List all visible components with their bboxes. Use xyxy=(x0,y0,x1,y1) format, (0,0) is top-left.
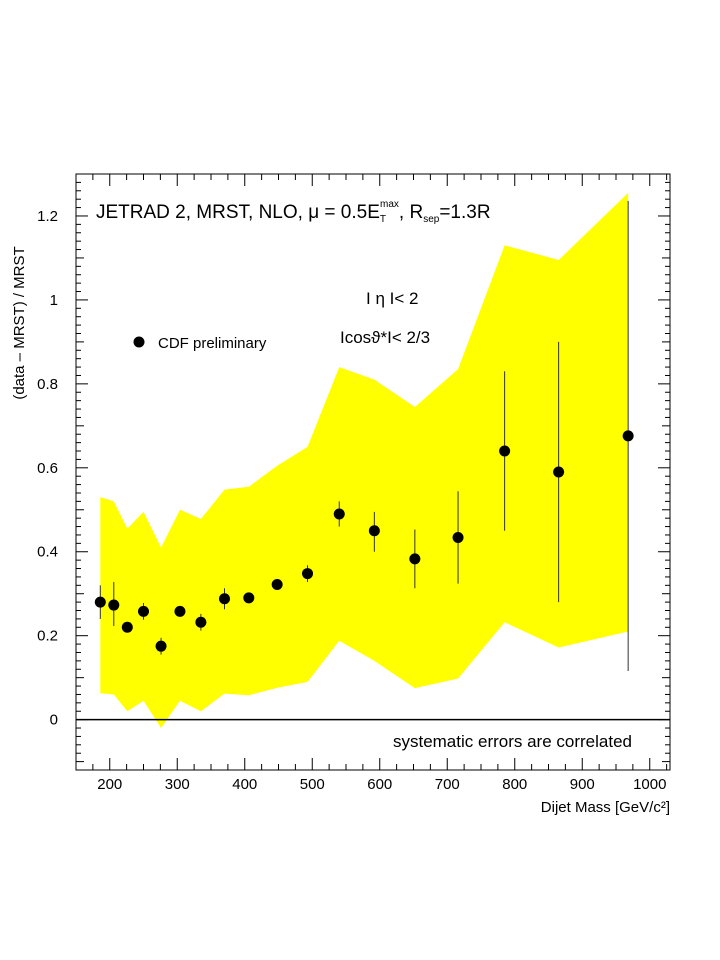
axis-layer: 200 300 400 500 600 700 800 900 1000 0 0.2 0.4 0.6 0.… xyxy=(37,173,670,793)
y-axis-title: (data – MRST) / MRST xyxy=(11,246,28,399)
header-sub-t: T xyxy=(380,214,386,225)
data-point xyxy=(195,616,207,628)
data-point xyxy=(622,430,634,442)
data-point xyxy=(138,605,149,617)
y-tick-label: 0.8 xyxy=(37,376,58,393)
correlation-note: systematic errors are correlated xyxy=(393,732,632,751)
data-point xyxy=(174,605,186,617)
y-tick-label: 0.2 xyxy=(37,628,58,645)
data-point xyxy=(333,508,345,520)
x-tick-label: 600 xyxy=(367,776,392,793)
header-mid: , R xyxy=(399,202,423,223)
x-axis-title: Dijet Mass [GeV/c²] xyxy=(541,799,670,816)
y-tick-label: 1 xyxy=(50,292,58,309)
data-point xyxy=(155,640,167,652)
x-tick-label: 400 xyxy=(232,776,257,793)
x-tick-label: 700 xyxy=(435,776,460,793)
x-tick-label: 800 xyxy=(502,776,527,793)
x-tick-label: 900 xyxy=(570,776,595,793)
data-point xyxy=(94,596,106,608)
model-header-label: JETRAD 2, MRST, NLO, μ = 0.5ETmax, Rsep=… xyxy=(96,199,491,225)
data-point xyxy=(409,553,421,565)
data-point xyxy=(452,531,464,543)
header-sub-sep: sep xyxy=(423,214,440,225)
x-tick-label: 300 xyxy=(165,776,190,793)
x-tick-label: 1000 xyxy=(633,776,666,793)
systematic-error-band xyxy=(100,192,629,729)
data-point xyxy=(121,621,133,633)
legend-marker xyxy=(133,336,145,348)
x-tick-label: 500 xyxy=(300,776,325,793)
systematic-error-band-layer xyxy=(100,192,629,729)
data-point xyxy=(499,445,511,457)
data-point xyxy=(243,592,255,604)
y-tick-label: 0.4 xyxy=(37,544,58,561)
eta-cut-label: I η I< 2 xyxy=(366,289,418,308)
y-tick-label: 0.6 xyxy=(37,460,58,477)
header-sup-max: max xyxy=(380,199,399,210)
data-point xyxy=(302,568,314,580)
cos-theta-cut-label: Icosϑ*I< 2/3 xyxy=(340,328,430,347)
data-point xyxy=(553,466,565,478)
legend-label: CDF preliminary xyxy=(158,335,267,352)
data-point xyxy=(108,599,120,611)
data-points-layer xyxy=(94,200,634,671)
header-main: JETRAD 2, MRST, NLO, μ = 0.5E xyxy=(96,202,380,223)
plot-frame xyxy=(75,173,671,771)
data-point xyxy=(271,578,283,590)
y-tick-label: 0 xyxy=(50,712,58,729)
y-tick-label: 1.2 xyxy=(37,208,58,225)
x-tick-label: 200 xyxy=(97,776,122,793)
data-point xyxy=(219,593,230,605)
header-end: =1.3R xyxy=(439,202,490,223)
data-point xyxy=(368,525,380,537)
